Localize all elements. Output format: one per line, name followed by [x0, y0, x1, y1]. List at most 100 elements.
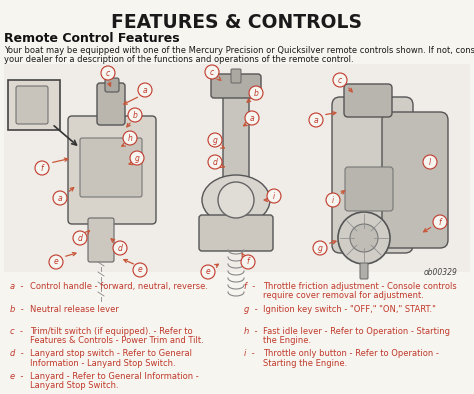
Text: d: d: [212, 158, 218, 167]
Text: a: a: [314, 115, 319, 125]
Text: ob00329: ob00329: [424, 268, 458, 277]
Circle shape: [313, 241, 327, 255]
Circle shape: [338, 212, 390, 264]
FancyBboxPatch shape: [382, 112, 448, 248]
Circle shape: [218, 182, 254, 218]
Circle shape: [113, 241, 127, 255]
Text: b: b: [254, 89, 258, 97]
Text: i  -: i -: [244, 349, 255, 359]
Circle shape: [241, 255, 255, 269]
Text: e: e: [206, 268, 210, 277]
Circle shape: [201, 265, 215, 279]
Circle shape: [128, 108, 142, 122]
FancyBboxPatch shape: [223, 80, 249, 216]
Text: a: a: [58, 193, 62, 203]
Text: require cover removal for adjustment.: require cover removal for adjustment.: [263, 291, 424, 300]
Text: Remote Control Features: Remote Control Features: [4, 32, 180, 45]
FancyBboxPatch shape: [8, 80, 60, 130]
Text: Lanyard Stop Switch.: Lanyard Stop Switch.: [30, 381, 118, 390]
Text: a: a: [143, 85, 147, 95]
Circle shape: [138, 83, 152, 97]
FancyBboxPatch shape: [199, 215, 273, 251]
Text: h: h: [128, 134, 132, 143]
Circle shape: [205, 65, 219, 79]
Circle shape: [249, 86, 263, 100]
Circle shape: [49, 255, 63, 269]
Circle shape: [333, 73, 347, 87]
Text: e: e: [137, 266, 142, 275]
Circle shape: [35, 161, 49, 175]
Text: f  -: f -: [244, 282, 255, 291]
Text: Fast idle lever - Refer to Operation - Starting: Fast idle lever - Refer to Operation - S…: [263, 327, 450, 336]
FancyBboxPatch shape: [345, 167, 393, 211]
FancyBboxPatch shape: [88, 218, 114, 262]
Text: Your boat may be equipped with one of the Mercury Precision or Quicksilver remot: Your boat may be equipped with one of th…: [4, 46, 474, 55]
Text: your dealer for a description of the functions and operations of the remote cont: your dealer for a description of the fun…: [4, 55, 354, 64]
Text: e: e: [54, 258, 58, 266]
Text: f: f: [41, 164, 43, 173]
Text: Throttle only button - Refer to Operation -: Throttle only button - Refer to Operatio…: [263, 349, 439, 359]
Text: Neutral release lever: Neutral release lever: [30, 305, 119, 314]
FancyBboxPatch shape: [211, 74, 261, 98]
Circle shape: [53, 191, 67, 205]
FancyBboxPatch shape: [344, 84, 392, 117]
Circle shape: [433, 215, 447, 229]
Text: a  -: a -: [10, 282, 23, 291]
Circle shape: [73, 231, 87, 245]
Text: b  -: b -: [10, 305, 24, 314]
Text: c: c: [106, 69, 110, 78]
Text: g: g: [212, 136, 218, 145]
Text: FEATURES & CONTROLS: FEATURES & CONTROLS: [111, 13, 363, 32]
Text: c  -: c -: [10, 327, 23, 336]
Text: b: b: [133, 110, 137, 119]
Text: e  -: e -: [10, 372, 23, 381]
Circle shape: [245, 111, 259, 125]
FancyBboxPatch shape: [80, 138, 142, 197]
Text: g: g: [135, 154, 139, 162]
Text: Information - Lanyard Stop Switch.: Information - Lanyard Stop Switch.: [30, 359, 176, 368]
Text: l: l: [429, 158, 431, 167]
Circle shape: [326, 193, 340, 207]
Text: i: i: [273, 191, 275, 201]
Ellipse shape: [202, 175, 270, 225]
FancyBboxPatch shape: [360, 263, 368, 279]
Text: i: i: [332, 195, 334, 204]
Text: Ignition key switch - "OFF," "ON," START.": Ignition key switch - "OFF," "ON," START…: [263, 305, 436, 314]
Text: f: f: [439, 217, 441, 227]
Circle shape: [267, 189, 281, 203]
Circle shape: [133, 263, 147, 277]
Text: Control handle - forward, neutral, reverse.: Control handle - forward, neutral, rever…: [30, 282, 208, 291]
Text: h  -: h -: [244, 327, 257, 336]
Circle shape: [350, 224, 378, 252]
Circle shape: [208, 155, 222, 169]
FancyBboxPatch shape: [97, 83, 125, 125]
FancyBboxPatch shape: [105, 78, 119, 92]
Text: the Engine.: the Engine.: [263, 336, 311, 345]
Text: d  -: d -: [10, 349, 24, 359]
Text: c: c: [210, 67, 214, 76]
Text: g  -: g -: [244, 305, 258, 314]
Circle shape: [123, 131, 137, 145]
FancyBboxPatch shape: [231, 69, 241, 83]
Text: Lanyard stop switch - Refer to General: Lanyard stop switch - Refer to General: [30, 349, 192, 359]
Text: Features & Controls - Power Trim and Tilt.: Features & Controls - Power Trim and Til…: [30, 336, 204, 345]
Text: d: d: [118, 243, 122, 253]
Circle shape: [423, 155, 437, 169]
Circle shape: [101, 66, 115, 80]
FancyBboxPatch shape: [332, 97, 413, 253]
Text: a: a: [250, 113, 255, 123]
Bar: [4, 64, 470, 272]
Text: g: g: [318, 243, 322, 253]
FancyBboxPatch shape: [68, 116, 156, 224]
Circle shape: [130, 151, 144, 165]
Text: f: f: [246, 258, 249, 266]
Text: Throttle friction adjustment - Console controls: Throttle friction adjustment - Console c…: [263, 282, 457, 291]
Circle shape: [309, 113, 323, 127]
FancyBboxPatch shape: [16, 86, 48, 124]
Text: d: d: [78, 234, 82, 242]
Text: Starting the Engine.: Starting the Engine.: [263, 359, 347, 368]
Text: c: c: [338, 76, 342, 84]
Text: Trim/tilt switch (if equipped). - Refer to: Trim/tilt switch (if equipped). - Refer …: [30, 327, 192, 336]
Text: Lanyard - Refer to General Information -: Lanyard - Refer to General Information -: [30, 372, 199, 381]
Circle shape: [208, 133, 222, 147]
